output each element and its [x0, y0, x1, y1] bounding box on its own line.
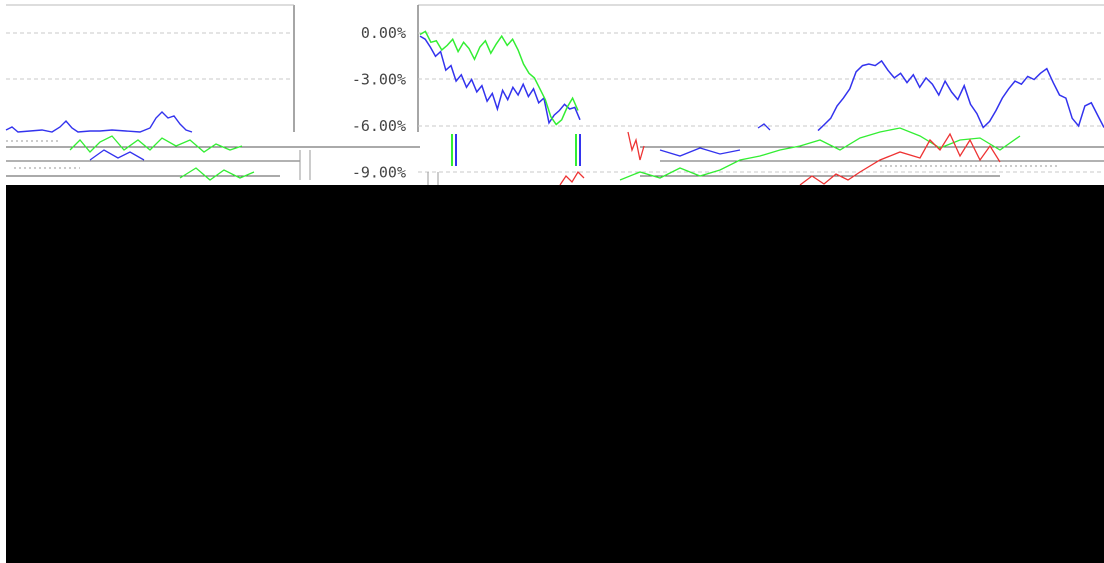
series-line-0 — [419, 35, 581, 125]
y-tick-label: -9.00% — [352, 164, 406, 182]
left-panel-gridlines — [6, 32, 292, 80]
y-tick-label: -3.00% — [352, 71, 406, 89]
series-line-1 — [419, 30, 579, 126]
y-tick-label: 0.00% — [361, 24, 406, 42]
series-line-2 — [817, 59, 1104, 132]
blank-black-region — [6, 185, 1104, 563]
main-panel-gridlines — [418, 32, 1104, 127]
y-tick-label: -6.00% — [352, 117, 406, 135]
left-panel-series-line — [5, 111, 193, 133]
glitch-band — [6, 123, 1104, 186]
